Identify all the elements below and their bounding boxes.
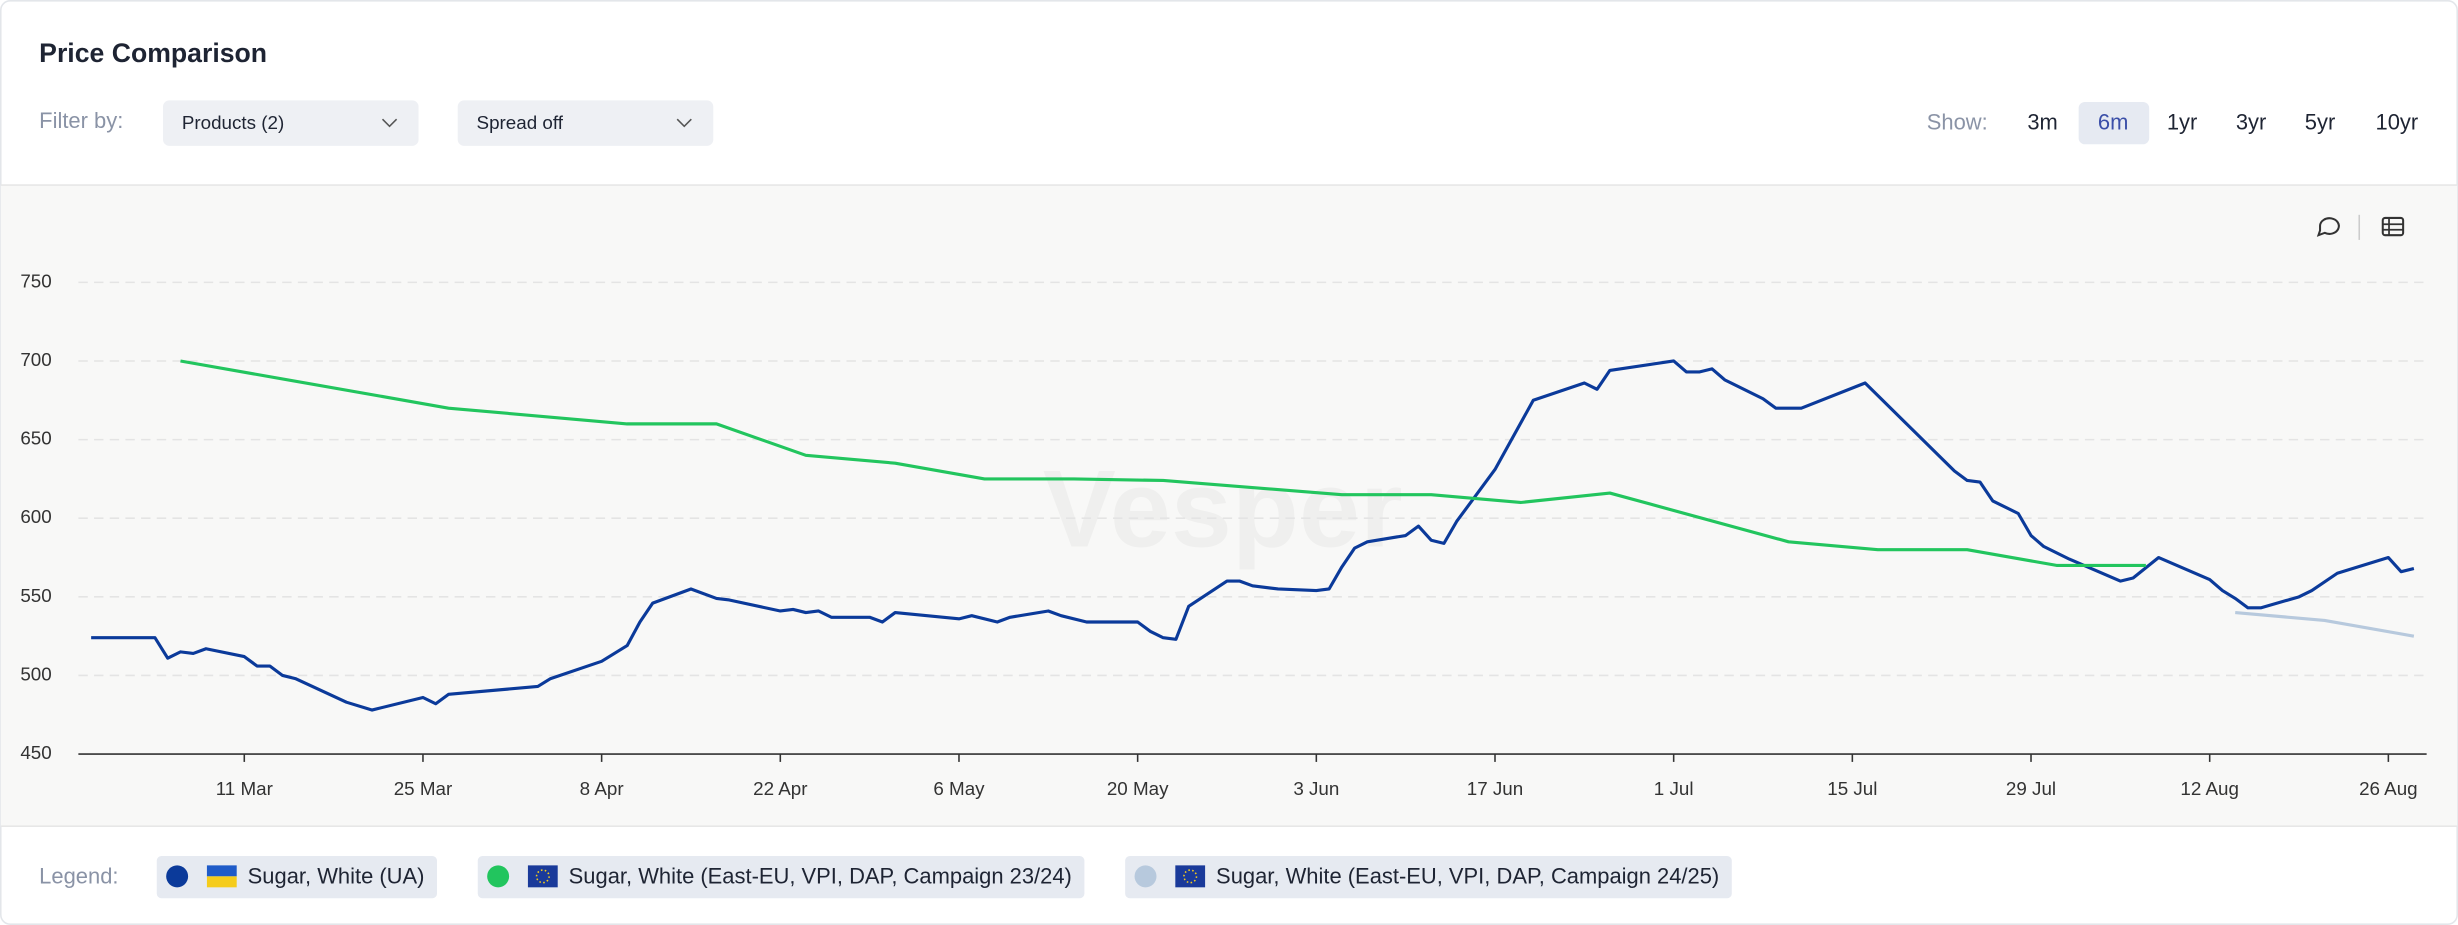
x-tick-label: 12 Aug [2180,778,2239,799]
show-label: Show: [1927,110,1988,135]
watermark: Vesper [1043,448,1403,570]
table-icon-lines [2382,217,2404,236]
range-active-bg [2078,101,2150,145]
legend-item[interactable] [477,855,1085,899]
flag-eu [527,865,558,888]
series-line [2235,611,2415,638]
dropdown-text[interactable]: Spread off [477,112,564,133]
dropdown-bg[interactable] [163,100,419,146]
legend-text[interactable]: Sugar, White (UA) [248,864,425,889]
y-tick-label: 600 [20,506,51,527]
flag-eu [1175,865,1206,888]
x-tick-label: 15 Jul [1827,778,1877,799]
x-tick-label: 8 Apr [580,778,624,799]
comment-icon-shape[interactable] [2316,217,2340,237]
range-button[interactable]: 10yr [2376,110,2419,135]
y-tick-label: 450 [20,742,51,763]
title: Price Comparison [39,38,267,68]
range-button[interactable]: 3yr [2236,110,2266,135]
y-tick-label: 500 [20,663,51,684]
dropdown-text[interactable]: Products (2) [182,112,284,133]
chart-area [0,185,2458,827]
legend-item[interactable] [1125,855,1732,899]
series-line [180,359,2146,567]
legend-swatch [487,865,510,888]
x-tick-label: 22 Apr [753,778,807,799]
filter-label: Filter by: [39,108,123,133]
x-tick-label: 25 Mar [394,778,453,799]
flag-ua-top [206,865,237,877]
x-tick-label: 6 May [933,778,985,799]
flag-ua-bottom [206,876,237,888]
table-icon-shape[interactable] [2381,216,2405,237]
series-line [91,359,2415,712]
y-tick-label: 700 [20,349,51,370]
range-button[interactable]: 1yr [2167,110,2197,135]
range-button[interactable]: 3m [2027,110,2057,135]
flag-eu-stars [535,869,550,884]
y-tick-label: 650 [20,428,51,449]
x-tick-label: 29 Jul [2006,778,2056,799]
legend-label: Legend: [39,864,118,889]
range-button[interactable]: 5yr [2305,110,2335,135]
x-tick-label: 26 Aug [2359,778,2418,799]
y-tick-label: 750 [20,270,51,291]
x-tick-label: 17 Jun [1467,778,1523,799]
chevron [381,118,398,128]
filter-dropdown[interactable]: Spread off [457,100,714,146]
chevron [676,118,692,128]
x-tick-label: 11 Mar [216,778,273,799]
x-tick-label: 20 May [1107,778,1169,799]
table-icon[interactable] [2381,216,2405,237]
x-tick-label: 3 Jun [1293,778,1339,799]
range-button[interactable]: 6m [2098,110,2128,135]
x-tick-label: 1 Jul [1654,778,1694,799]
flag-eu-stars [1183,869,1198,884]
comment-icon[interactable] [2316,217,2340,237]
dropdown-bg[interactable] [457,100,714,146]
legend-text[interactable]: Sugar, White (East-EU, VPI, DAP, Campaig… [1216,864,1719,889]
filter-dropdown[interactable]: Products (2) [163,100,419,146]
legend-swatch [166,865,189,888]
y-tick-label: 550 [20,585,51,606]
legend-text[interactable]: Sugar, White (East-EU, VPI, DAP, Campaig… [569,864,1072,889]
legend-swatch [1134,865,1157,888]
